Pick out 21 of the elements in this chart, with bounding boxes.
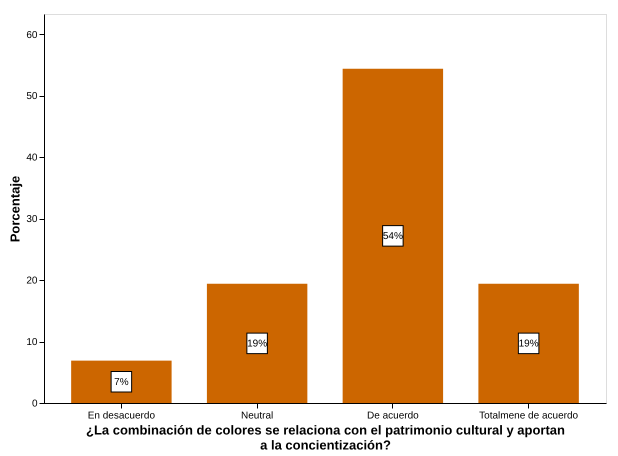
x-tick-label: De acuerdo — [367, 410, 420, 422]
x-tick-label: Totalmene de acuerdo — [479, 410, 579, 422]
x-tick-label: En desacuerdo — [88, 410, 156, 422]
y-tick-label: 20 — [26, 276, 38, 287]
y-tick-label: 10 — [26, 337, 38, 348]
data-label: 7% — [114, 376, 129, 388]
y-axis-title: Porcentaje — [7, 176, 22, 242]
y-tick-label: 30 — [26, 214, 38, 226]
data-label: 19% — [518, 338, 539, 350]
bar — [342, 68, 444, 403]
y-tick-label: 0 — [32, 398, 38, 410]
y-tick-label: 50 — [26, 91, 38, 102]
data-label: 54% — [382, 230, 403, 242]
x-axis-title: ¿La combinación de colores se relaciona con el patrimonio cultural y aportan a la concientización? — [86, 422, 566, 452]
x-tick-label: Neutral — [241, 410, 274, 422]
bar — [71, 360, 172, 403]
y-tick-label: 40 — [26, 152, 38, 164]
bar — [206, 284, 308, 403]
data-label: 19% — [247, 338, 268, 350]
y-tick-label: 60 — [26, 30, 38, 41]
bar — [478, 284, 579, 403]
